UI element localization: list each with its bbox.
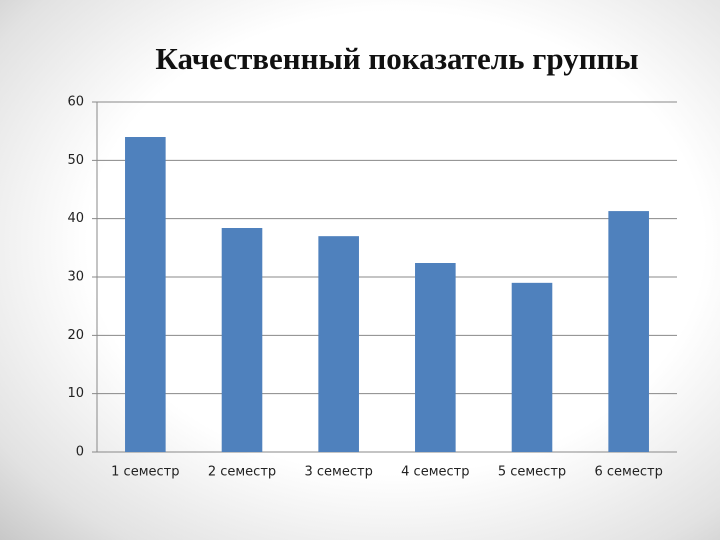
bar — [125, 137, 166, 452]
bar — [221, 228, 263, 452]
x-tick-label: 2 семестр — [208, 465, 276, 480]
bar — [318, 236, 359, 452]
y-tick-label: 0 — [76, 445, 84, 460]
x-tick-label: 3 семестр — [305, 465, 373, 480]
y-tick-label: 20 — [67, 328, 84, 343]
chart-title: Качественный показатель группы — [155, 41, 638, 76]
bar — [511, 282, 553, 452]
bar — [608, 211, 649, 452]
x-tick-label: 6 семестр — [595, 465, 663, 480]
x-tick-label: 1 семестр — [111, 465, 179, 480]
y-tick-label: 30 — [67, 270, 84, 285]
y-tick-label: 50 — [67, 153, 84, 168]
x-tick-label: 4 семестр — [401, 465, 469, 480]
y-tick-label: 10 — [67, 386, 84, 401]
y-tick-label: 40 — [67, 211, 84, 226]
x-tick-label: 5 семестр — [498, 465, 566, 480]
y-tick-label: 60 — [67, 95, 84, 110]
bar — [415, 263, 456, 452]
